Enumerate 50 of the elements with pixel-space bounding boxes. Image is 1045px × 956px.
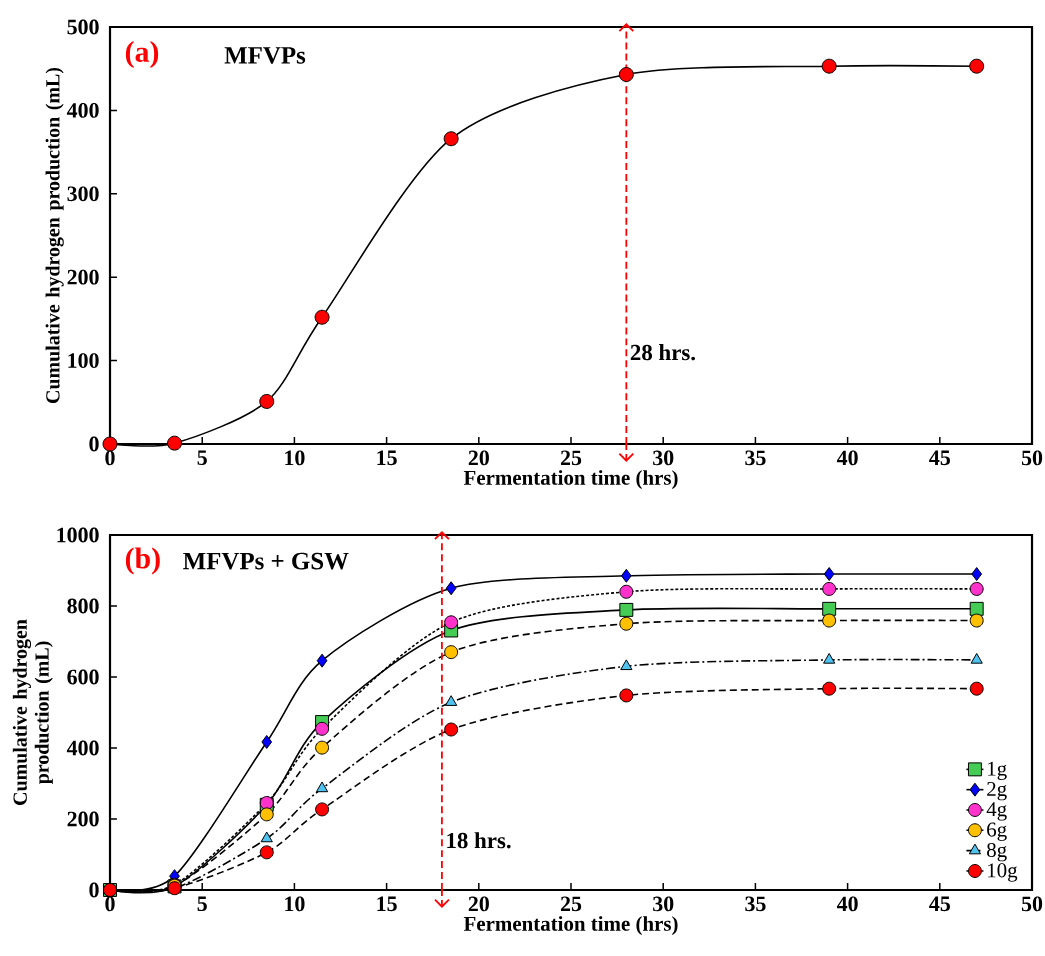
x-tick-label: 50 xyxy=(1021,896,1043,912)
x-tick-label: 40 xyxy=(836,450,858,466)
legend-label: 6g xyxy=(987,822,1007,841)
x-tick-label: 0 xyxy=(105,450,115,466)
x-tick-label: 5 xyxy=(197,450,207,466)
y-tick-label: 400 xyxy=(66,740,99,756)
legend-label: 2g xyxy=(987,781,1007,801)
x-tick-label: 20 xyxy=(468,450,489,466)
ref-line-label: 28 hrs. xyxy=(630,344,696,361)
y-tick-label: 1000 xyxy=(57,527,99,543)
x-tick-label: 10 xyxy=(285,450,305,466)
y-tick-label: 500 xyxy=(67,19,99,35)
y-axis-title: Cumulative hydrogen production (mL) xyxy=(45,67,64,403)
x-tick-label: 10 xyxy=(285,896,305,912)
y-tick-label: 0 xyxy=(89,436,99,452)
legend-label: 1g xyxy=(988,761,1007,781)
x-tick-label: 20 xyxy=(468,896,489,912)
y-tick-label: 0 xyxy=(89,882,99,898)
x-axis-title: Fermentation time (hrs) xyxy=(463,470,678,490)
y-tick-label: 300 xyxy=(67,186,99,202)
legend-label: 8g xyxy=(987,842,1007,862)
x-tick-label: 45 xyxy=(929,896,950,912)
x-axis-title: Fermentation time (hrs) xyxy=(463,916,678,936)
x-tick-label: 30 xyxy=(653,450,674,466)
y-tick-label: 800 xyxy=(67,598,99,614)
legend-label: 10g xyxy=(988,863,1018,882)
x-tick-label: 5 xyxy=(197,896,207,912)
x-tick-label: 25 xyxy=(560,450,582,466)
y-tick-label: 200 xyxy=(67,811,99,827)
x-tick-label: 30 xyxy=(653,896,674,912)
text: MFVPs xyxy=(224,47,306,64)
y-tick-label: 600 xyxy=(67,669,99,685)
legend-label: 4g xyxy=(986,802,1007,821)
y-tick-label: 400 xyxy=(66,102,99,118)
x-tick-label: 25 xyxy=(560,896,582,912)
text: MFVPs + GSW xyxy=(183,552,349,570)
y-axis-title: Cumulative hydrogen production (mL) xyxy=(12,619,53,805)
x-tick-label: 45 xyxy=(929,450,950,466)
x-tick-label: 35 xyxy=(745,896,766,912)
y-tick-label: 200 xyxy=(67,269,99,285)
x-tick-label: 15 xyxy=(377,896,397,912)
y-tick-label: 100 xyxy=(68,353,99,368)
ref-line-label: 18 hrs. xyxy=(447,832,511,849)
x-tick-label: 50 xyxy=(1021,450,1043,466)
annotation: (a) xyxy=(125,40,159,69)
x-tick-label: 0 xyxy=(105,896,115,912)
x-tick-label: 15 xyxy=(377,450,397,466)
x-tick-label: 35 xyxy=(745,450,766,466)
x-tick-label: 40 xyxy=(836,896,858,912)
annotation: (b) xyxy=(125,547,160,575)
